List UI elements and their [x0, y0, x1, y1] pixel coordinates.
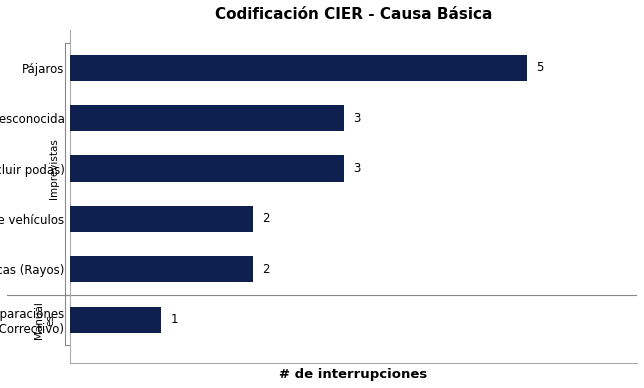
Text: Manual
es: Manual es — [34, 301, 55, 339]
Text: Imprevistas: Imprevistas — [49, 138, 59, 199]
Bar — [70, 256, 253, 282]
Text: 3: 3 — [354, 162, 361, 175]
Text: 1: 1 — [171, 313, 178, 326]
Text: 3: 3 — [354, 112, 361, 125]
Bar — [70, 206, 253, 232]
Bar — [70, 105, 345, 131]
Text: 2: 2 — [262, 213, 270, 225]
Text: 2: 2 — [262, 263, 270, 276]
Bar — [70, 55, 527, 81]
Bar — [70, 307, 162, 333]
Title: Codificación CIER - Causa Básica: Codificación CIER - Causa Básica — [215, 7, 492, 22]
Bar — [70, 156, 345, 182]
X-axis label: # de interrupciones: # de interrupciones — [279, 368, 428, 381]
Text: 5: 5 — [536, 61, 544, 74]
